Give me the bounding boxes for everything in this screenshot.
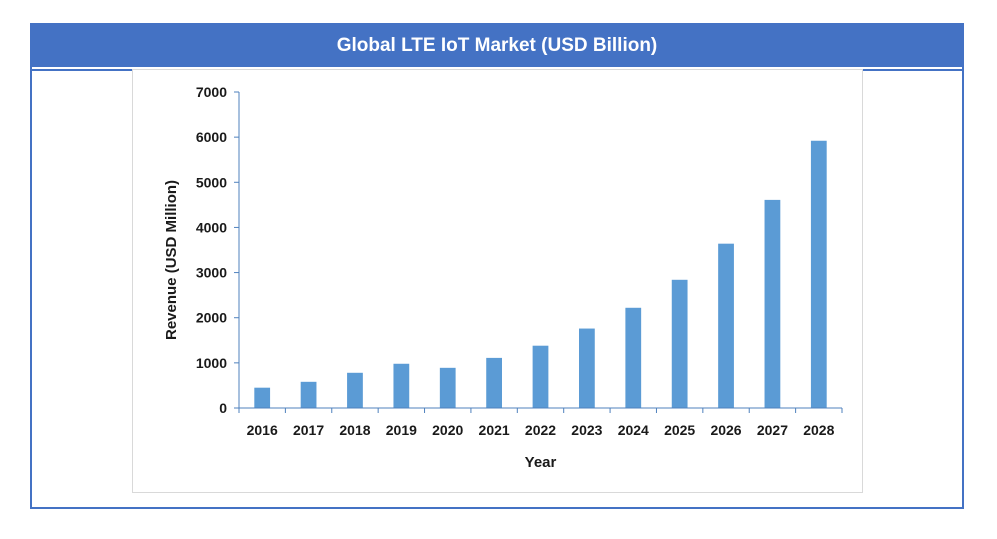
y-tick-label: 6000 — [196, 129, 227, 145]
bar-2020 — [439, 367, 456, 408]
x-tick-label: 2020 — [432, 422, 463, 438]
x-tick-label: 2027 — [757, 422, 788, 438]
x-tick-label: 2023 — [571, 422, 602, 438]
y-tick-label: 1000 — [196, 355, 227, 371]
y-tick-label: 5000 — [196, 174, 227, 190]
bar-2027 — [764, 199, 781, 408]
y-tick-label: 3000 — [196, 265, 227, 281]
bar-2021 — [486, 357, 503, 408]
chart-area: 0 1000 2000 3000 4000 5000 6000 7000 2016 2017 20… — [132, 69, 863, 493]
y-tick-label: 2000 — [196, 310, 227, 326]
bar-2024 — [625, 307, 642, 408]
x-tick-label: 2028 — [803, 422, 834, 438]
bar-2016 — [254, 387, 271, 408]
y-axis-ticks: 0 1000 2000 3000 4000 5000 6000 7000 — [196, 84, 239, 416]
x-tick-label: 2017 — [293, 422, 324, 438]
x-tick-label: 2026 — [710, 422, 741, 438]
x-axis-label: Year — [525, 454, 557, 471]
page-title: Global LTE IoT Market (USD Billion) — [32, 25, 962, 69]
chart-frame: Global LTE IoT Market (USD Billion) 0 100… — [30, 23, 964, 509]
bar-2026 — [718, 243, 734, 408]
x-tick-label: 2019 — [386, 422, 417, 438]
bar-2025 — [671, 279, 688, 408]
y-tick-label: 0 — [219, 400, 227, 416]
x-tick-label: 2024 — [618, 422, 649, 438]
bar-2023 — [578, 328, 595, 408]
bar-2028 — [810, 140, 827, 409]
y-axis-label: Revenue (USD Million) — [163, 180, 180, 340]
x-axis-ticks: 2016 2017 2018 2019 2020 2021 2022 2023 2024 2025… — [238, 408, 843, 438]
bar-2018 — [347, 372, 363, 408]
bar-2017 — [300, 381, 317, 408]
y-tick-label: 7000 — [196, 84, 227, 100]
x-tick-label: 2022 — [525, 422, 556, 438]
y-tick-label: 4000 — [196, 219, 227, 235]
bar-2022 — [532, 345, 549, 408]
x-tick-label: 2021 — [479, 422, 510, 438]
bars-group — [254, 140, 827, 409]
x-tick-label: 2016 — [247, 422, 278, 438]
x-tick-label: 2025 — [664, 422, 695, 438]
bar-2019 — [393, 363, 410, 408]
x-tick-label: 2018 — [339, 422, 370, 438]
